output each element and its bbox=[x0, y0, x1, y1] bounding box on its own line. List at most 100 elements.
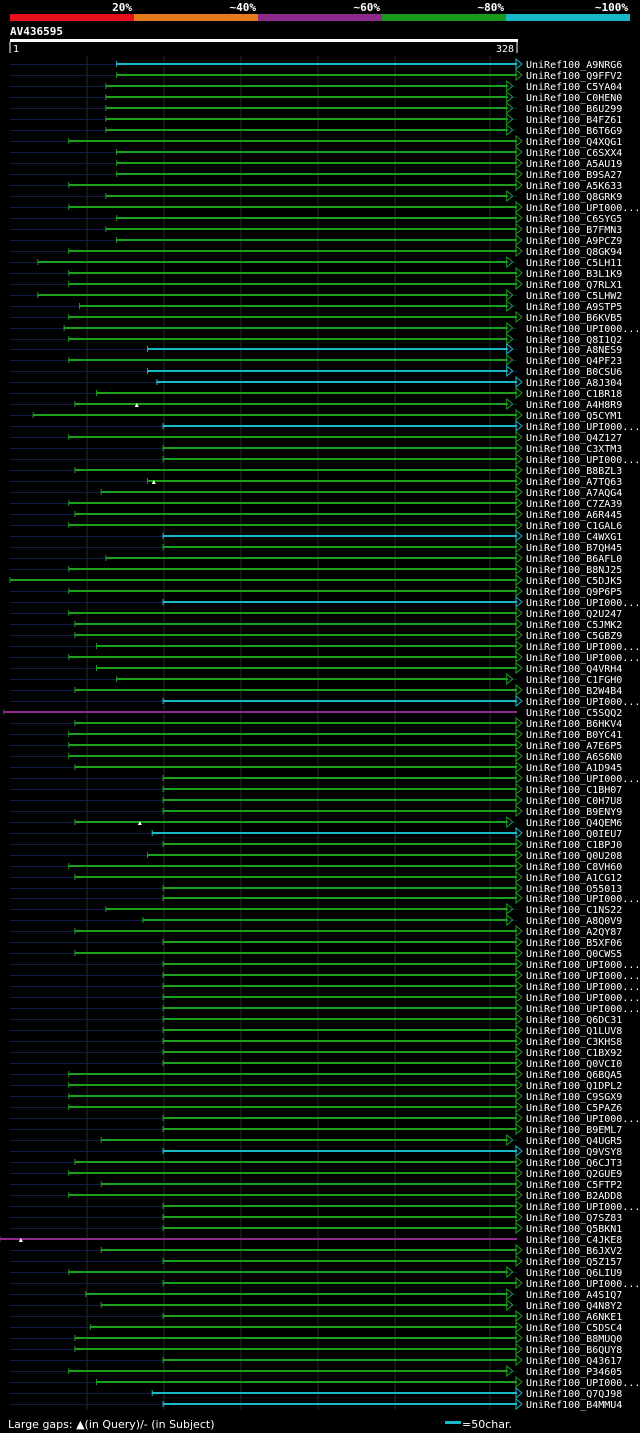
hit-label[interactable]: UniRef100_UPI000... bbox=[526, 774, 640, 785]
hit-label[interactable]: UniRef100_Q2GUE9 bbox=[526, 1169, 622, 1180]
hit-row[interactable]: UniRef100_Q4PF23 bbox=[10, 353, 622, 367]
hit-row[interactable]: UniRef100_B6KVB5 bbox=[10, 310, 622, 324]
hit-label[interactable]: UniRef100_C6SXX4 bbox=[526, 148, 622, 159]
hit-row[interactable]: UniRef100_Q2GUE9 bbox=[10, 1166, 622, 1180]
hit-row[interactable]: UniRef100_A7E6P5 bbox=[10, 738, 622, 752]
hit-label[interactable]: UniRef100_C5LHW2 bbox=[526, 291, 622, 302]
hit-label[interactable]: UniRef100_UPI000... bbox=[526, 203, 640, 214]
hit-label[interactable]: UniRef100_A7AQG4 bbox=[526, 488, 622, 499]
hit-row[interactable]: UniRef100_A4S1Q7 bbox=[10, 1287, 622, 1301]
hit-row[interactable]: UniRef100_C4WXG1 bbox=[10, 529, 622, 543]
hit-row[interactable]: UniRef100_A9NRG6 bbox=[10, 57, 622, 71]
hit-label[interactable]: UniRef100_B0CSU6 bbox=[526, 367, 622, 378]
hit-row[interactable]: UniRef100_Q9VSY8 bbox=[10, 1144, 622, 1158]
hit-label[interactable]: UniRef100_C8VH60 bbox=[526, 862, 622, 873]
hit-row[interactable]: UniRef100_B6JXV2 bbox=[10, 1243, 622, 1257]
hit-row[interactable]: UniRef100_UPI000... bbox=[10, 200, 640, 214]
hit-label[interactable]: UniRef100_B6AFL0 bbox=[526, 554, 622, 565]
hit-row[interactable]: UniRef100_B7QH45 bbox=[10, 540, 622, 554]
hit-label[interactable]: UniRef100_B6QUY8 bbox=[526, 1345, 622, 1356]
hit-label[interactable]: UniRef100_Q7RLX1 bbox=[526, 280, 622, 291]
hit-label[interactable]: UniRef100_C4WXG1 bbox=[526, 532, 622, 543]
hit-label[interactable]: UniRef100_B2ADD8 bbox=[526, 1191, 622, 1202]
hit-row[interactable]: UniRef100_B6T6G9 bbox=[10, 123, 622, 137]
hit-label[interactable]: UniRef100_B4MMU4 bbox=[526, 1400, 622, 1411]
hit-row[interactable]: UniRef100_UPI000... bbox=[10, 639, 640, 653]
hit-label[interactable]: UniRef100_C1GAL6 bbox=[526, 521, 622, 532]
hit-label[interactable]: UniRef100_A6NKE1 bbox=[526, 1312, 622, 1323]
hit-row[interactable]: UniRef100_B4FZ61 bbox=[10, 112, 622, 126]
hit-label[interactable]: UniRef100_A7E6P5 bbox=[526, 741, 622, 752]
hit-label[interactable]: UniRef100_C3XTM3 bbox=[526, 444, 622, 455]
hit-row[interactable]: UniRef100_UPI000... bbox=[10, 321, 640, 335]
hit-row[interactable]: UniRef100_Q6CJT3 bbox=[10, 1155, 622, 1169]
hit-label[interactable]: UniRef100_B6U299 bbox=[526, 104, 622, 115]
hit-row[interactable]: UniRef100_B9EML7 bbox=[10, 1122, 622, 1136]
hit-label[interactable]: UniRef100_B8NJ25 bbox=[526, 565, 622, 576]
hit-label[interactable]: UniRef100_B4FZ61 bbox=[526, 115, 622, 126]
hit-row[interactable]: UniRef100_A8Q0V9 bbox=[10, 913, 622, 927]
hit-row[interactable]: UniRef100_Q5CYM1 bbox=[10, 408, 622, 422]
hit-row[interactable]: UniRef100_Q8GK94 bbox=[10, 244, 622, 258]
hit-row[interactable]: UniRef100_Q0VCI0 bbox=[10, 1056, 622, 1070]
hit-label[interactable]: UniRef100_A9PCZ9 bbox=[526, 236, 622, 247]
hit-row[interactable]: UniRef100_C5PAZ6 bbox=[10, 1100, 622, 1114]
hit-row[interactable]: UniRef100_Q4N8Y2 bbox=[10, 1298, 622, 1312]
hit-row[interactable]: UniRef100_Q0IEU7 bbox=[10, 826, 622, 840]
hit-row[interactable]: UniRef100_Q4QEM6 bbox=[10, 815, 622, 829]
hit-label[interactable]: UniRef100_UPI000... bbox=[526, 960, 640, 971]
hit-label[interactable]: UniRef100_C1BH07 bbox=[526, 785, 622, 796]
hit-row[interactable]: UniRef100_Q0CWS5 bbox=[10, 946, 622, 960]
hit-row[interactable]: UniRef100_B2ADD8 bbox=[10, 1188, 622, 1202]
hit-row[interactable]: UniRef100_UPI000... bbox=[10, 979, 640, 993]
hit-row[interactable]: UniRef100_Q5BKN1 bbox=[10, 1221, 622, 1235]
hit-label[interactable]: UniRef100_Q6DC31 bbox=[526, 1015, 622, 1026]
hit-row[interactable]: UniRef100_UPI000... bbox=[10, 1111, 640, 1125]
hit-label[interactable]: UniRef100_A1CG12 bbox=[526, 873, 622, 884]
hit-row[interactable]: UniRef100_UPI000... bbox=[10, 1375, 640, 1389]
hit-label[interactable]: UniRef100_A9STP5 bbox=[526, 302, 622, 313]
hit-row[interactable]: UniRef100_A4H8R9 bbox=[10, 397, 622, 411]
hit-label[interactable]: UniRef100_C1FGH0 bbox=[526, 675, 622, 686]
hit-label[interactable]: UniRef100_A6S6N0 bbox=[526, 752, 622, 763]
hit-label[interactable]: UniRef100_C3KHS8 bbox=[526, 1037, 622, 1048]
hit-row[interactable]: UniRef100_Q9P6P5 bbox=[10, 584, 622, 598]
hit-row[interactable]: UniRef100_C5LH11 bbox=[10, 255, 622, 269]
hit-label[interactable]: UniRef100_Q9FFV2 bbox=[526, 71, 622, 82]
hit-label[interactable]: UniRef100_B9ENY9 bbox=[526, 807, 622, 818]
hit-row[interactable]: UniRef100_UPI000... bbox=[10, 990, 640, 1004]
hit-row[interactable]: UniRef100_B5XF06 bbox=[10, 935, 622, 949]
hit-row[interactable]: UniRef100_Q4UGR5 bbox=[10, 1133, 622, 1147]
hit-label[interactable]: UniRef100_P34605 bbox=[526, 1367, 622, 1378]
hit-label[interactable]: UniRef100_Q6CJT3 bbox=[526, 1158, 622, 1169]
hit-row[interactable]: UniRef100_C9SGX9 bbox=[10, 1089, 622, 1103]
hit-row[interactable]: UniRef100_C3XTM3 bbox=[10, 441, 622, 455]
hit-label[interactable]: UniRef100_C7ZA39 bbox=[526, 499, 622, 510]
hit-label[interactable]: UniRef100_C5PAZ6 bbox=[526, 1103, 622, 1114]
hit-label[interactable]: UniRef100_B7QH45 bbox=[526, 543, 622, 554]
hit-row[interactable]: UniRef100_A8J304 bbox=[10, 375, 622, 389]
hit-label[interactable]: UniRef100_A4H8R9 bbox=[526, 400, 622, 411]
hit-row[interactable]: UniRef100_B7FMN3 bbox=[10, 222, 622, 236]
hit-label[interactable]: UniRef100_C1BX92 bbox=[526, 1048, 622, 1059]
hit-label[interactable]: UniRef100_Q6LIU9 bbox=[526, 1268, 622, 1279]
hit-row[interactable]: UniRef100_UPI000... bbox=[10, 1276, 640, 1290]
hit-label[interactable]: UniRef100_Q0CWS5 bbox=[526, 949, 622, 960]
hit-row[interactable]: UniRef100_B0YC41 bbox=[10, 727, 622, 741]
hit-label[interactable]: UniRef100_A1D945 bbox=[526, 763, 622, 774]
hit-label[interactable]: UniRef100_B6HKV4 bbox=[526, 719, 622, 730]
hit-row[interactable]: UniRef100_C5JMK2 bbox=[10, 617, 622, 631]
hit-row[interactable]: UniRef100_C1BR18 bbox=[10, 386, 622, 400]
hit-row[interactable]: UniRef100_Q1LUV8 bbox=[10, 1023, 622, 1037]
hit-row[interactable]: UniRef100_UPI000... bbox=[10, 650, 640, 664]
hit-row[interactable]: UniRef100_C1FGH0 bbox=[10, 672, 622, 686]
hit-label[interactable]: UniRef100_Q4UGR5 bbox=[526, 1136, 622, 1147]
hit-label[interactable]: UniRef100_UPI000... bbox=[526, 642, 640, 653]
hit-label[interactable]: UniRef100_UPI000... bbox=[526, 971, 640, 982]
hit-row[interactable]: UniRef100_Q4XQG1 bbox=[10, 134, 622, 148]
hit-label[interactable]: UniRef100_B0YC41 bbox=[526, 730, 622, 741]
hit-row[interactable]: UniRef100_C1BX92 bbox=[10, 1045, 622, 1059]
hit-label[interactable]: UniRef100_B6T6G9 bbox=[526, 126, 622, 137]
hit-label[interactable]: UniRef100_Q7QJ98 bbox=[526, 1389, 622, 1400]
hit-label[interactable]: UniRef100_UPI000... bbox=[526, 1202, 640, 1213]
